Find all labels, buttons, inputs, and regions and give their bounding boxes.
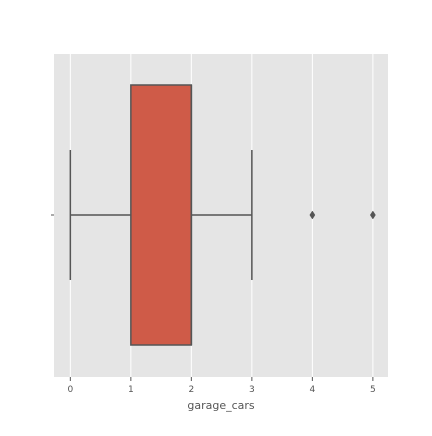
outlier-point: [309, 210, 316, 220]
box-marks: [69, 84, 376, 346]
x-axis-label: garage_cars: [187, 399, 255, 412]
x-tick-label: 0: [67, 385, 73, 395]
outlier-point: [369, 210, 376, 220]
iqr-box: [130, 84, 193, 346]
x-tick-label: 3: [249, 385, 255, 395]
x-tick-label: 5: [370, 385, 376, 395]
x-tick-label: 2: [188, 385, 194, 395]
x-tick-label: 4: [309, 385, 315, 395]
x-axis-ticks: 0 1 2 3 4 5: [67, 377, 376, 395]
x-tick-label: 1: [128, 385, 134, 395]
